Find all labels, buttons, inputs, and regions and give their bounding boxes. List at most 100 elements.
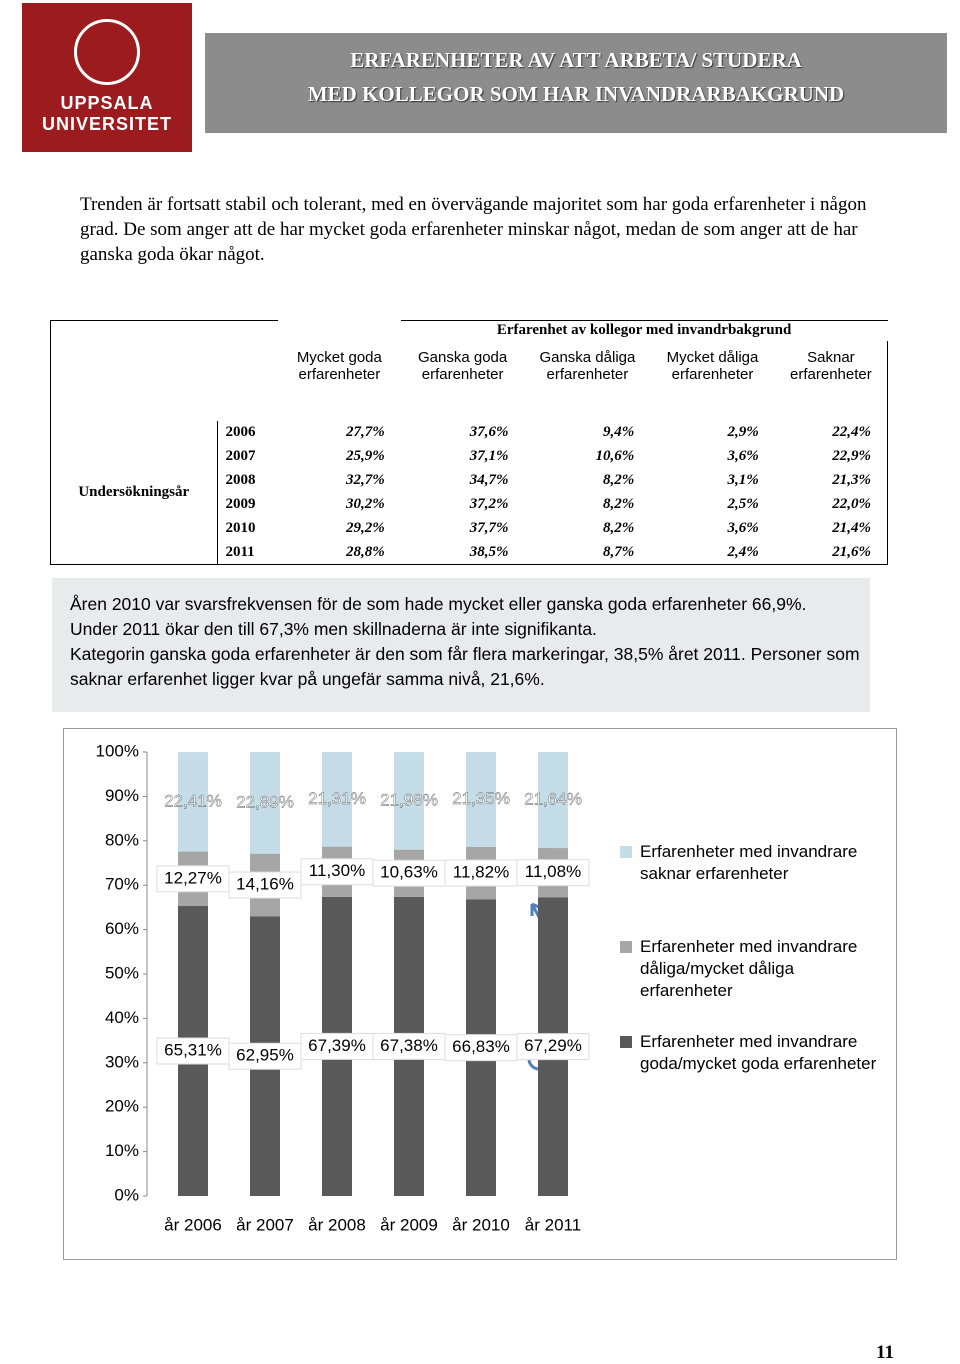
value-cell: 22,4% — [774, 420, 888, 445]
table-row: 2009 30,2% 37,2% 8,2% 2,5% 22,0% — [51, 492, 888, 517]
label-box — [300, 858, 374, 886]
note-line: Under 2011 ökar den till 67,3% men skill… — [70, 619, 597, 639]
column-header: Mycket goda erfarenheter — [296, 348, 382, 383]
data-label: 22,89% — [236, 792, 294, 811]
value-cell: 9,4% — [603, 424, 635, 440]
row-header: Undersökningsår — [50, 420, 217, 565]
value-cell: 37,7% — [469, 520, 509, 536]
label-box — [300, 1032, 374, 1060]
note-box: Åren 2010 var svarsfrekvensen för de som… — [52, 578, 870, 712]
x-tick-label: år 2010 — [452, 1215, 510, 1234]
y-tick-label: 60% — [105, 919, 139, 938]
data-label: 11,08% — [525, 862, 581, 881]
value-cell: 8,2% — [603, 472, 635, 488]
y-tick-label: 40% — [105, 1008, 139, 1027]
year-cell: 2009 — [216, 492, 278, 517]
intro: Trenden är fortsatt stabil och tolerant,… — [80, 194, 867, 265]
value-cell: 3,6% — [727, 520, 759, 536]
year-cell: 2006 — [216, 420, 278, 445]
data-label: 67,29% — [524, 1036, 582, 1055]
logo: UPPSALA UNIVERSITET — [22, 3, 192, 152]
y-tick-label: 80% — [105, 830, 139, 849]
value-cell: 22,9% — [774, 444, 888, 469]
label-box — [372, 1032, 446, 1060]
value-cell: 2,5% — [727, 496, 759, 512]
data-label: 67,38% — [380, 1036, 438, 1055]
table-row: Undersökningsår 2006 27,7% 37,6% 9,4% 2,9% 22,… — [50, 420, 888, 565]
bar-segment — [178, 752, 208, 852]
data-label: 12,27% — [164, 868, 222, 887]
title-line: ERFARENHETER AV ATT ARBETA/ STUDERA — [350, 48, 802, 72]
bar-segment — [466, 752, 496, 847]
title-line: MED KOLLEGOR SOM HAR INVANDRARBAKGRUND — [307, 82, 845, 106]
value-cell: 28,8% — [278, 540, 401, 565]
legend-swatch — [620, 846, 632, 858]
label-box — [156, 1037, 230, 1065]
column-header: Ganska dåliga erfarenheter — [539, 348, 636, 383]
year-cell: 2010 — [216, 516, 278, 541]
bar-segment — [538, 751, 568, 849]
year-cell: 2007 — [216, 444, 278, 469]
year-cell: 2011 — [216, 540, 278, 565]
data-label: 21,64% — [524, 789, 582, 808]
label-box — [516, 859, 590, 887]
legend-label: Erfarenheter med invandrare goda/mycket … — [640, 1032, 877, 1073]
y-tick-label: 10% — [105, 1141, 139, 1160]
column-header: Saknar erfarenheter — [774, 340, 888, 391]
value-cell: 32,7% — [345, 472, 385, 488]
data-label: 66,83% — [452, 1037, 510, 1056]
data-label: 62,95% — [236, 1046, 294, 1065]
column-header: Ganska goda erfarenheter — [418, 348, 508, 383]
y-tick-label: 100% — [96, 741, 139, 760]
note-line: Åren 2010 var svarsfrekvensen för de som… — [70, 594, 807, 614]
x-tick-label: år 2007 — [236, 1215, 294, 1234]
y-tick-label: 20% — [105, 1097, 139, 1116]
corner — [50, 320, 217, 391]
logo-text: UPPSALA — [60, 93, 154, 113]
value-cell: 8,2% — [603, 520, 635, 536]
y-tick-label: 70% — [105, 875, 139, 894]
data-label: 21,31% — [308, 789, 366, 808]
value-cell: 8,7% — [524, 540, 651, 565]
y-tick-label: 50% — [105, 963, 139, 982]
data-label: 11,82% — [453, 863, 509, 882]
label-box — [372, 859, 446, 887]
gap — [50, 390, 888, 421]
data-label: 10,63% — [380, 863, 438, 882]
spacer — [278, 321, 401, 341]
group-header: Erfarenhet av kollegor med invandrbakgru… — [400, 320, 888, 341]
value-cell: 29,2% — [345, 520, 385, 536]
legend-swatch — [620, 1036, 632, 1048]
y-tick-label: 30% — [105, 1052, 139, 1071]
data-label: 14,16% — [236, 875, 294, 894]
data-label: 21,35% — [452, 789, 510, 808]
x-tick-label: år 2008 — [308, 1215, 366, 1234]
x-tick-label: år 2009 — [380, 1215, 438, 1234]
note-line: Kategorin ganska goda erfarenheter är de… — [70, 644, 860, 689]
value-cell: 27,7% — [345, 424, 385, 440]
page-number: 11 — [876, 1342, 894, 1363]
value-cell: 2,4% — [650, 540, 775, 565]
title-box: ERFARENHETER AV ATT ARBETA/ STUDERA MED … — [205, 33, 947, 133]
value-cell: 25,9% — [345, 448, 385, 464]
table-row: 2008 32,7% 34,7% 8,2% 3,1% 21,3% — [51, 468, 888, 493]
label-box — [444, 1034, 518, 1062]
value-cell: 37,6% — [469, 424, 509, 440]
table-row: 2010 29,2% 37,7% 8,2% 3,6% 21,4% — [51, 516, 888, 541]
x-tick-label: år 2006 — [164, 1215, 222, 1234]
table: Erfarenhet av kollegor med invandrbakgru… — [50, 320, 888, 565]
bar-segment — [322, 752, 352, 847]
value-cell: 37,1% — [469, 448, 509, 464]
value-cell: 10,6% — [595, 448, 635, 464]
value-cell: 8,2% — [603, 496, 635, 512]
bar-segment — [250, 752, 280, 854]
value-cell: 3,1% — [727, 472, 759, 488]
label-box — [156, 865, 230, 893]
legend-item: Erfarenheter med invandrare dåliga/mycke… — [620, 936, 890, 1002]
value-cell: 21,3% — [774, 468, 888, 493]
value-cell: 37,2% — [469, 496, 509, 512]
seal — [74, 19, 140, 85]
label-box — [516, 1033, 590, 1061]
table-row: 2011 28,8% 38,5% 8,7% 2,4% 21,6% — [51, 540, 888, 565]
legend-label: Erfarenheter med invandrare dåliga/mycke… — [640, 937, 858, 1000]
